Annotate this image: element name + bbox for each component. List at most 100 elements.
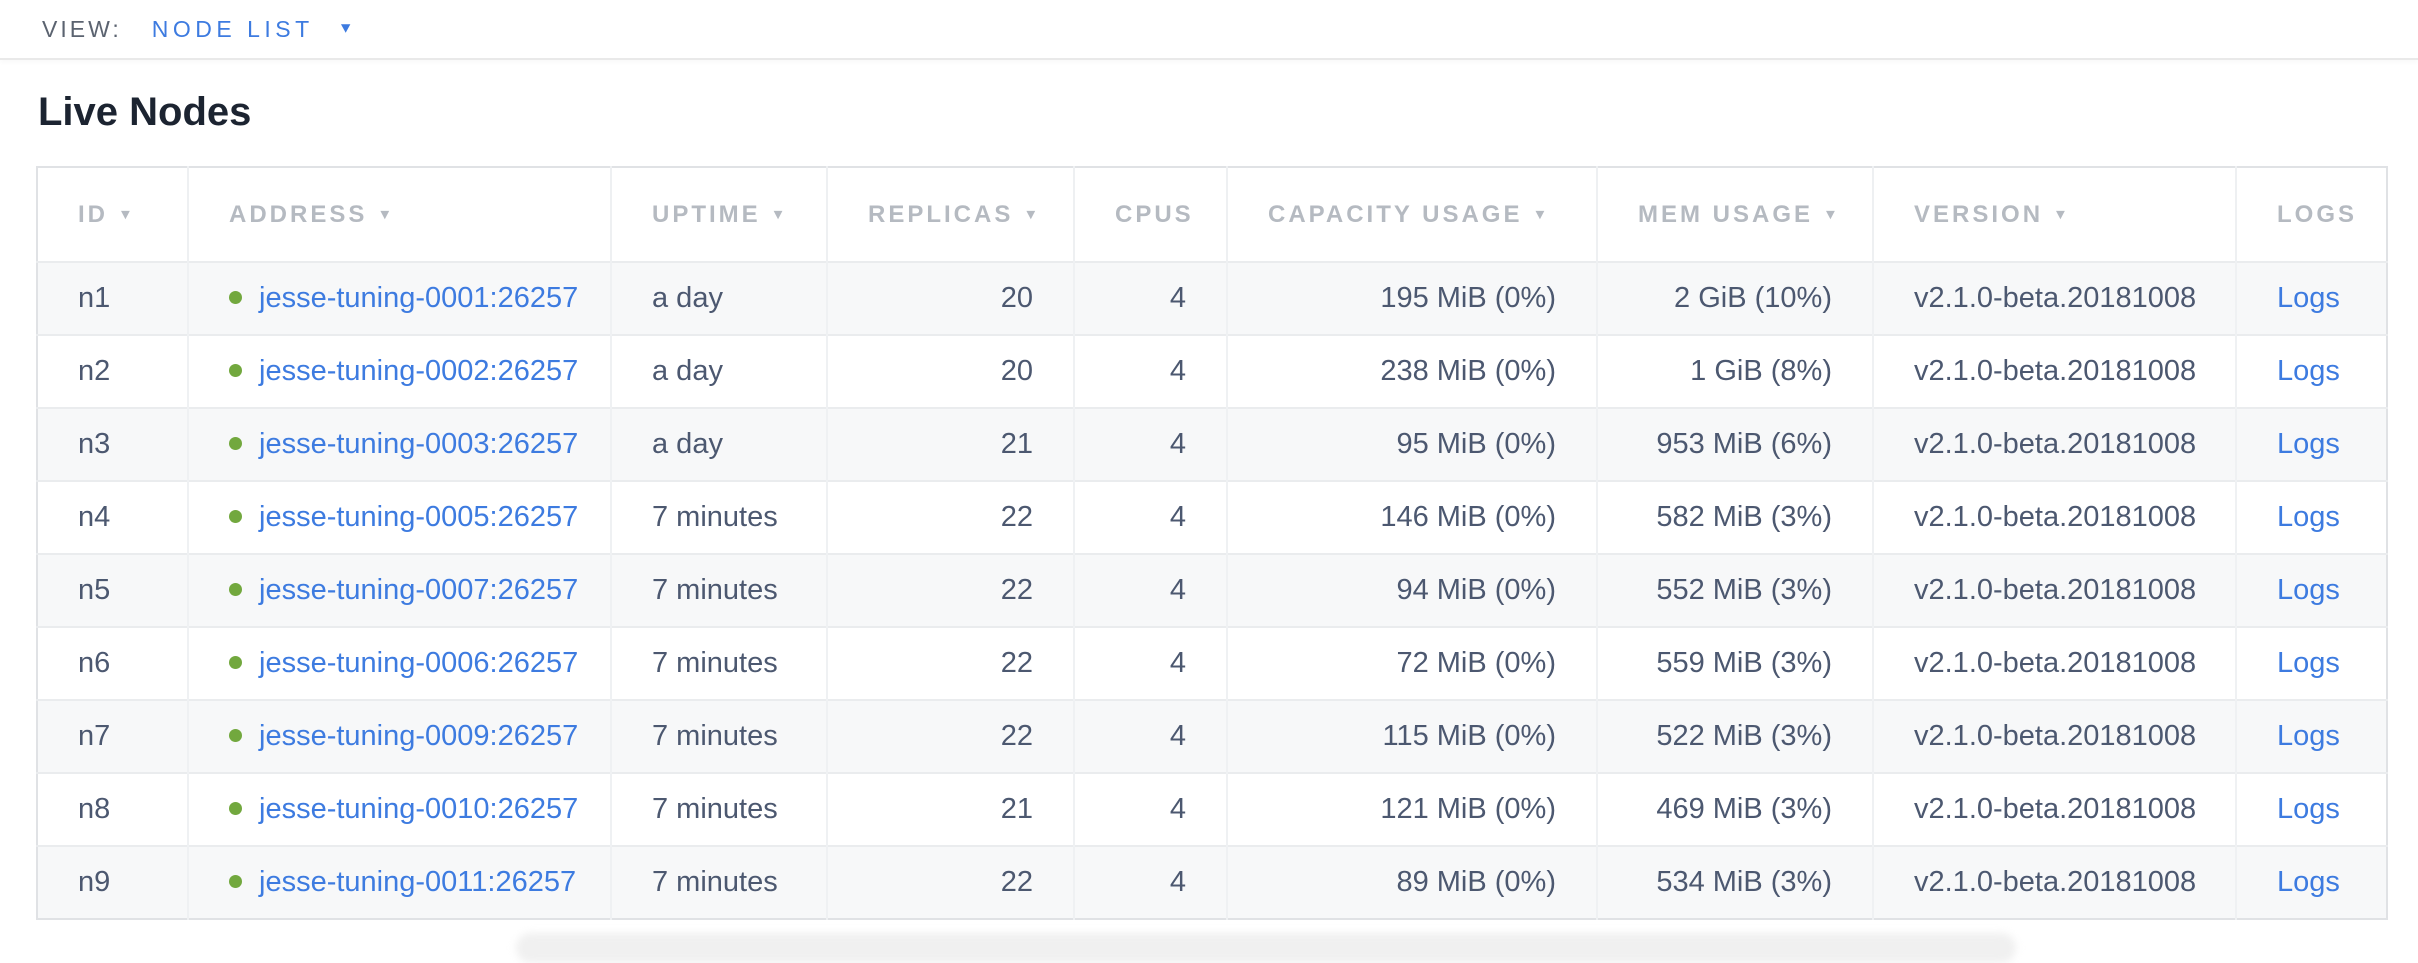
- table-row: n4 jesse-tuning-0005:26257 7 minutes 22 …: [37, 480, 2387, 554]
- node-address-link[interactable]: jesse-tuning-0007:26257: [259, 574, 579, 606]
- nodes-table: ID ▼ ADDRESS ▼ UPTIME ▼ REPLICAS ▼ CPUS CAPA…: [36, 166, 2388, 920]
- cpus-cell: 4: [1073, 845, 1227, 919]
- logs-cell: Logs: [2235, 261, 2387, 335]
- capacity-usage-cell: 121 MiB (0%): [1226, 772, 1597, 846]
- logs-cell: Logs: [2235, 626, 2387, 700]
- node-address-link[interactable]: jesse-tuning-0006:26257: [259, 647, 579, 679]
- table-row: n9 jesse-tuning-0011:26257 7 minutes 22 …: [37, 845, 2387, 919]
- capacity-usage-cell: 238 MiB (0%): [1226, 334, 1597, 408]
- sort-desc-icon: ▼: [1532, 205, 1551, 223]
- node-id-cell: n7: [37, 699, 188, 773]
- logs-link[interactable]: Logs: [2277, 282, 2340, 314]
- node-status-dot-icon: [229, 437, 242, 450]
- logs-cell: Logs: [2235, 407, 2387, 481]
- version-cell: v2.1.0-beta.20181008: [1872, 699, 2236, 773]
- logs-link[interactable]: Logs: [2277, 574, 2340, 606]
- view-selector-dropdown[interactable]: NODE LIST ▼: [152, 16, 354, 43]
- node-address-link[interactable]: jesse-tuning-0011:26257: [259, 866, 577, 898]
- column-header-version[interactable]: VERSION ▼: [1872, 167, 2236, 262]
- column-header-capacity-usage[interactable]: CAPACITY USAGE ▼: [1226, 167, 1597, 262]
- node-address-cell: jesse-tuning-0003:26257: [187, 407, 611, 481]
- uptime-cell: a day: [610, 334, 827, 408]
- node-address-link[interactable]: jesse-tuning-0002:26257: [259, 355, 579, 387]
- uptime-cell: 7 minutes: [610, 480, 827, 554]
- table-row: n6 jesse-tuning-0006:26257 7 minutes 22 …: [37, 626, 2387, 700]
- view-selector-value: NODE LIST: [151, 15, 314, 42]
- node-address-cell: jesse-tuning-0001:26257: [187, 261, 611, 335]
- view-bar: VIEW: NODE LIST ▼: [0, 0, 2418, 60]
- version-cell: v2.1.0-beta.20181008: [1872, 334, 2236, 408]
- node-address-link[interactable]: jesse-tuning-0001:26257: [259, 282, 579, 314]
- capacity-usage-cell: 95 MiB (0%): [1226, 407, 1597, 481]
- node-address-cell: jesse-tuning-0006:26257: [187, 626, 611, 700]
- capacity-usage-cell: 72 MiB (0%): [1226, 626, 1597, 700]
- logs-link[interactable]: Logs: [2277, 355, 2340, 387]
- cpus-cell: 4: [1073, 626, 1227, 700]
- node-id-cell: n1: [37, 261, 188, 335]
- column-header-id[interactable]: ID ▼: [37, 167, 188, 262]
- logs-link[interactable]: Logs: [2277, 428, 2340, 460]
- node-id-cell: n2: [37, 334, 188, 408]
- logs-link[interactable]: Logs: [2277, 866, 2340, 898]
- node-status-dot-icon: [229, 510, 242, 523]
- uptime-cell: a day: [610, 261, 827, 335]
- node-address-cell: jesse-tuning-0011:26257: [187, 845, 611, 919]
- table-row: n2 jesse-tuning-0002:26257 a day 20 4 23…: [37, 334, 2387, 408]
- node-address-link[interactable]: jesse-tuning-0003:26257: [259, 428, 579, 460]
- page-title: Live Nodes: [38, 90, 252, 134]
- node-status-dot-icon: [229, 364, 242, 377]
- version-cell: v2.1.0-beta.20181008: [1872, 626, 2236, 700]
- capacity-usage-cell: 115 MiB (0%): [1226, 699, 1597, 773]
- column-header-replicas[interactable]: REPLICAS ▼: [826, 167, 1074, 262]
- cpus-cell: 4: [1073, 334, 1227, 408]
- node-status-dot-icon: [229, 875, 242, 888]
- uptime-cell: 7 minutes: [610, 699, 827, 773]
- column-header-address[interactable]: ADDRESS ▼: [187, 167, 611, 262]
- column-header-mem-usage[interactable]: MEM USAGE ▼: [1596, 167, 1873, 262]
- node-id-cell: n9: [37, 845, 188, 919]
- sort-desc-icon: ▼: [1823, 205, 1841, 223]
- replicas-cell: 22: [826, 553, 1074, 627]
- column-header-uptime[interactable]: UPTIME ▼: [610, 167, 827, 262]
- below-fold-content-shadow: [516, 933, 2016, 963]
- live-nodes-section: Live Nodes ID ▼ ADDRESS ▼ UPTIME ▼ REPLICAS…: [0, 60, 2418, 920]
- logs-link[interactable]: Logs: [2277, 720, 2340, 752]
- replicas-cell: 22: [826, 480, 1074, 554]
- logs-link[interactable]: Logs: [2277, 793, 2340, 825]
- node-address-link[interactable]: jesse-tuning-0009:26257: [259, 720, 579, 752]
- mem-usage-cell: 1 GiB (8%): [1596, 334, 1873, 408]
- version-cell: v2.1.0-beta.20181008: [1872, 553, 2236, 627]
- logs-link[interactable]: Logs: [2277, 501, 2340, 533]
- cpus-cell: 4: [1073, 553, 1227, 627]
- mem-usage-cell: 469 MiB (3%): [1596, 772, 1873, 846]
- version-cell: v2.1.0-beta.20181008: [1872, 407, 2236, 481]
- node-id-cell: n3: [37, 407, 188, 481]
- mem-usage-cell: 522 MiB (3%): [1596, 699, 1873, 773]
- node-address-link[interactable]: jesse-tuning-0010:26257: [259, 793, 579, 825]
- column-header-logs[interactable]: LOGS: [2235, 167, 2387, 262]
- view-label: VIEW:: [42, 15, 122, 42]
- node-address-cell: jesse-tuning-0005:26257: [187, 480, 611, 554]
- logs-link[interactable]: Logs: [2277, 647, 2340, 679]
- mem-usage-cell: 552 MiB (3%): [1596, 553, 1873, 627]
- mem-usage-cell: 559 MiB (3%): [1596, 626, 1873, 700]
- logs-cell: Logs: [2235, 334, 2387, 408]
- node-status-dot-icon: [229, 802, 242, 815]
- cpus-cell: 4: [1073, 480, 1227, 554]
- logs-cell: Logs: [2235, 553, 2387, 627]
- replicas-cell: 22: [826, 699, 1074, 773]
- capacity-usage-cell: 94 MiB (0%): [1226, 553, 1597, 627]
- sort-desc-icon: ▼: [2053, 205, 2071, 223]
- uptime-cell: 7 minutes: [610, 553, 827, 627]
- node-address-link[interactable]: jesse-tuning-0005:26257: [259, 501, 579, 533]
- logs-cell: Logs: [2235, 699, 2387, 773]
- node-status-dot-icon: [229, 729, 242, 742]
- replicas-cell: 20: [826, 261, 1074, 335]
- sort-desc-icon: ▼: [118, 205, 136, 223]
- logs-cell: Logs: [2235, 845, 2387, 919]
- column-header-cpus[interactable]: CPUS: [1073, 167, 1227, 262]
- node-id-cell: n5: [37, 553, 188, 627]
- node-id-cell: n6: [37, 626, 188, 700]
- cpus-cell: 4: [1073, 772, 1227, 846]
- node-status-dot-icon: [229, 583, 242, 596]
